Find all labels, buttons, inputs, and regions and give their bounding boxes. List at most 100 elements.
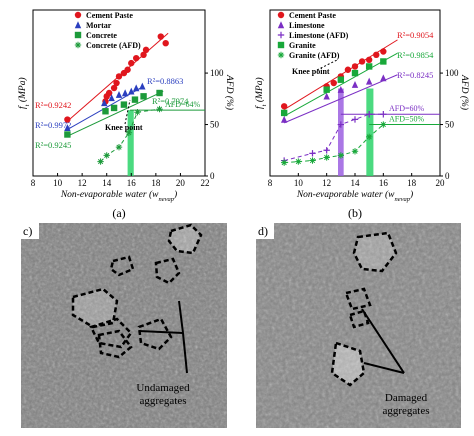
- point-1-4: [121, 89, 129, 97]
- legend-marker-4: [277, 51, 285, 59]
- y-right-axis-label: AFD (%): [224, 74, 235, 110]
- point-2-4: [351, 116, 359, 123]
- point-2-4: [131, 96, 139, 103]
- point-3-1: [103, 152, 110, 159]
- photo-damaged-aggregates: d) Damaged aggregates: [256, 223, 461, 428]
- point-1-2: [337, 85, 345, 93]
- aggregate-outlines-c: [71, 223, 203, 359]
- x-axis-label: Non-evaporable water (wnevap): [60, 189, 177, 203]
- point-0-8: [124, 66, 131, 73]
- r2-label-0: R²=0.9054: [397, 30, 434, 40]
- point-0-8: [373, 51, 380, 59]
- legend-label-0: Cement Paste: [289, 11, 336, 20]
- point-3-3: [125, 129, 133, 136]
- point-3-4: [365, 63, 373, 70]
- x-tick-label-18: 18: [407, 178, 417, 188]
- point-3-2: [337, 76, 345, 83]
- x-tick-label-12: 12: [322, 178, 331, 188]
- point-0-10: [133, 54, 140, 62]
- point-1-0: [64, 124, 71, 132]
- legend-label-2: Limestone (AFD): [289, 31, 349, 40]
- photo-undamaged-aggregates: c) Undamaged aggregates: [21, 223, 227, 428]
- legend-label-1: Mortar: [86, 21, 112, 30]
- point-2-1: [309, 150, 316, 157]
- legend-label-1: Limestone: [289, 21, 325, 30]
- point-0-3: [105, 89, 113, 97]
- point-2-5: [140, 93, 147, 100]
- point-0-14: [162, 40, 169, 47]
- x-tick-label-10: 10: [53, 178, 63, 188]
- point-4-6: [365, 133, 373, 141]
- point-1-0: [280, 115, 288, 123]
- x-tick-label-14: 14: [351, 178, 361, 188]
- legend-label-3: Concrete (AFD): [86, 41, 141, 50]
- afd-label-0: AFD=64%: [165, 100, 201, 109]
- point-4-7: [380, 121, 387, 128]
- afd-band-1: [366, 88, 374, 176]
- point-2-0: [64, 131, 71, 138]
- aggregate-outlines-d: [330, 231, 398, 387]
- series-1: [280, 74, 398, 124]
- x-tick-label-8: 8: [31, 178, 36, 188]
- point-4-0: [280, 159, 288, 166]
- legend-marker-0: [277, 11, 285, 19]
- fit-line-1: [283, 74, 398, 124]
- damaged-label-line-1: Damaged: [385, 392, 428, 404]
- afd-band-0: [127, 110, 134, 176]
- legend-marker-3: [277, 41, 285, 49]
- legend-label-2: Concrete: [86, 31, 117, 40]
- point-0-11: [140, 51, 147, 59]
- r2-label-0: R²=0.9242: [35, 100, 71, 110]
- point-4-2: [309, 157, 316, 164]
- point-0-7: [365, 56, 373, 63]
- x-tick-label-16: 16: [379, 178, 389, 188]
- y-right-tick-label-0: 0: [445, 171, 450, 181]
- x-tick-label-12: 12: [78, 178, 87, 188]
- point-3-0: [280, 109, 288, 117]
- point-2-6: [380, 111, 387, 118]
- point-0-5: [113, 79, 120, 87]
- point-0-0: [280, 103, 288, 110]
- point-3-5: [156, 105, 163, 113]
- fit-line-3: [283, 52, 398, 117]
- arrow-line-d-1: [361, 308, 405, 374]
- series-3: [280, 52, 398, 117]
- series-0: [280, 39, 398, 111]
- point-1-3: [115, 90, 123, 98]
- point-2-3: [337, 121, 345, 128]
- x-tick-label-20: 20: [436, 178, 446, 188]
- point-2-5: [365, 111, 373, 118]
- point-2-6: [156, 89, 163, 97]
- point-0-0: [64, 116, 71, 123]
- x-tick-label-20: 20: [176, 178, 186, 188]
- x-tick-label-16: 16: [127, 178, 137, 188]
- point-0-9: [380, 48, 387, 55]
- point-3-1: [323, 86, 330, 93]
- knee-point-label: Knee point: [292, 67, 330, 76]
- y-right-tick-label-50: 50: [445, 120, 455, 130]
- y-right-tick-label-100: 100: [445, 68, 459, 78]
- legend-label-3: Granite: [289, 41, 316, 50]
- point-2-2: [110, 104, 118, 112]
- point-3-0: [97, 158, 104, 165]
- point-0-6: [358, 58, 366, 65]
- knee-point-label: Knee point: [105, 123, 143, 132]
- panel-label: (a): [112, 206, 125, 220]
- chart-b: 8 10 12 14 16 18 200 50 100 Non-evaporable water …: [254, 9, 470, 220]
- r2-label-2: R²=0.8245: [397, 70, 433, 80]
- legend-marker-2: [74, 31, 82, 39]
- r2-label-2: R²=0.9972: [35, 120, 71, 130]
- series-2: [64, 89, 164, 138]
- arrow-line-d-2: [363, 362, 405, 374]
- plot-frame: [32, 9, 206, 177]
- legend-marker-2: [277, 31, 285, 39]
- arrow-line-c-1: [178, 300, 184, 334]
- legend-label-0: Cement Paste: [86, 11, 133, 20]
- point-4-1: [295, 158, 302, 165]
- point-0-2: [330, 79, 337, 87]
- knee-point-arrow: [124, 99, 131, 125]
- point-1-5: [128, 87, 135, 95]
- point-3-4: [134, 108, 141, 116]
- arrow-line-c-2: [138, 330, 184, 334]
